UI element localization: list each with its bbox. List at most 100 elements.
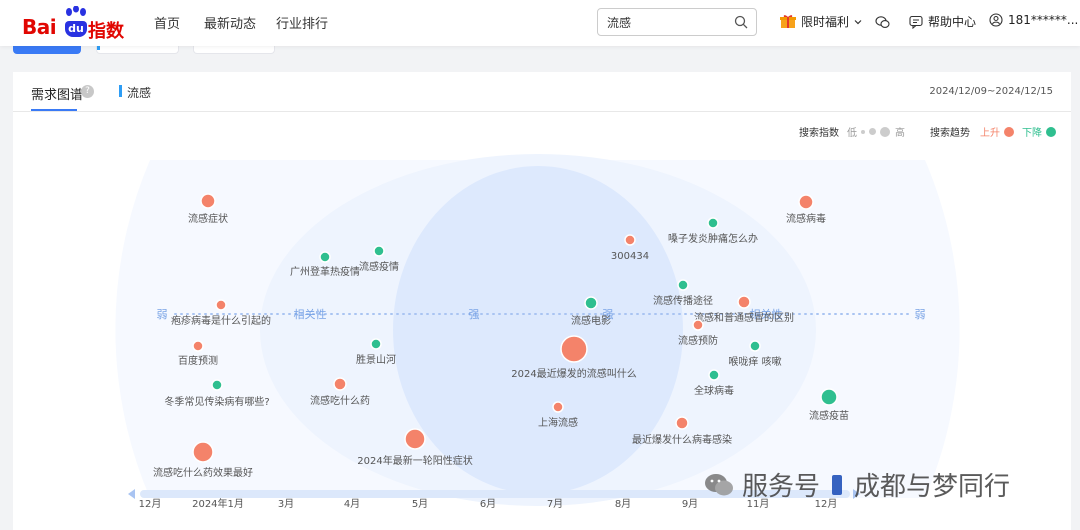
timeline-left-handle[interactable]	[128, 489, 135, 499]
node-label[interactable]: 疱疹病毒是什么引起的	[171, 314, 271, 327]
node-bubble-up[interactable]	[215, 299, 227, 311]
node-label[interactable]: 2024年最新一轮阳性症状	[357, 454, 472, 467]
node-bubble-down[interactable]	[211, 379, 223, 391]
node-label[interactable]: 流感预防	[678, 334, 718, 347]
node-label[interactable]: 流感症状	[188, 212, 228, 225]
wechat-icon[interactable]	[875, 15, 890, 29]
node-bubble-down[interactable]	[370, 338, 382, 350]
keyword-node[interactable]: 流感疫苗	[809, 388, 849, 422]
node-bubble-up[interactable]	[560, 335, 588, 363]
help-question-icon[interactable]: ?	[81, 85, 94, 98]
node-bubble-up[interactable]	[675, 416, 689, 430]
node-bubble-up[interactable]	[200, 193, 216, 209]
node-label[interactable]: 胜景山河	[356, 354, 396, 366]
keyword-node[interactable]: 流感电影	[571, 296, 611, 327]
node-bubble-up[interactable]	[404, 428, 426, 450]
node-label[interactable]: 流感疫苗	[809, 409, 849, 422]
node-label[interactable]: 300434	[611, 251, 649, 262]
nav-latest-news[interactable]: 最新动态	[204, 17, 257, 32]
node-label[interactable]: 广州登革热疫情	[290, 265, 360, 278]
user-name: 181******...	[1008, 13, 1079, 27]
keyword-node[interactable]: 流感和普通感冒的区别	[694, 295, 794, 324]
node-label[interactable]: 百度预测	[178, 354, 218, 367]
baidu-index-logo[interactable]: Bai du 指数	[22, 6, 124, 42]
gift-icon	[780, 15, 796, 28]
node-bubble-down[interactable]	[373, 245, 385, 257]
node-bubble-up[interactable]	[192, 340, 204, 352]
keyword-node[interactable]: 最近爆发什么病毒感染	[632, 416, 732, 446]
search-icon[interactable]	[734, 15, 748, 29]
node-bubble-up[interactable]	[798, 194, 814, 210]
node-label[interactable]: 2024最近爆发的流感叫什么	[511, 367, 636, 380]
node-bubble-up[interactable]	[692, 319, 704, 331]
node-bubble-down[interactable]	[749, 340, 761, 352]
keyword-node[interactable]: 流感吃什么药	[310, 377, 370, 407]
timeline-track[interactable]	[140, 490, 850, 498]
active-tab-underline	[31, 109, 77, 111]
node-bubble-up[interactable]	[624, 234, 636, 246]
timeline-tick-label: 2024年1月	[192, 497, 244, 510]
search-input[interactable]	[607, 13, 727, 31]
keyword-node[interactable]: 全球病毒	[694, 369, 734, 397]
keyword-node[interactable]: 疱疹病毒是什么引起的	[171, 299, 271, 327]
keyword-node[interactable]: 广州登革热疫情	[290, 251, 360, 278]
node-bubble-down[interactable]	[677, 279, 689, 291]
node-bubble-up[interactable]	[333, 377, 347, 391]
keyword-node[interactable]: 流感症状	[188, 193, 228, 225]
node-label[interactable]: 上海流感	[538, 416, 578, 429]
index-low-label: 低	[847, 128, 857, 139]
node-bubble-down[interactable]	[820, 388, 838, 406]
node-label[interactable]: 嗓子发炎肿痛怎么办	[668, 232, 758, 245]
node-label[interactable]: 流感疫情	[359, 260, 399, 273]
help-center-link[interactable]: 帮助中心	[909, 13, 976, 30]
keyword-node[interactable]: 2024最近爆发的流感叫什么	[511, 335, 637, 380]
nav-home[interactable]: 首页	[154, 17, 181, 32]
node-bubble-down[interactable]	[708, 369, 720, 381]
card-header: 需求图谱 ? 流感 2024/12/09~2024/12/15	[13, 72, 1071, 112]
timeline-slider[interactable]: 12月 2024年1月 3月 4月 5月 6月 7月 8月 9月 11月 12月	[128, 489, 860, 510]
timeline-right-handle[interactable]	[853, 489, 860, 499]
user-account-menu[interactable]: 181******...	[989, 13, 1078, 27]
nav-industry-ranking[interactable]: 行业排行	[276, 17, 329, 32]
watermark-left-text: 服务号	[742, 472, 821, 502]
node-bubble-up[interactable]	[192, 441, 214, 463]
node-bubble-up[interactable]	[552, 401, 564, 413]
node-bubble-down[interactable]	[319, 251, 331, 263]
node-bubble-down[interactable]	[584, 296, 598, 310]
baidu-paw-icon	[66, 6, 86, 16]
keyword-node[interactable]: 流感吃什么药效果最好	[153, 441, 253, 479]
node-bubble-up[interactable]	[737, 295, 751, 309]
node-label[interactable]: 流感传播途径	[653, 294, 713, 307]
node-label[interactable]: 流感吃什么药效果最好	[153, 466, 253, 479]
node-label[interactable]: 喉咙痒 咳嗽	[728, 355, 781, 368]
tab-demand-graph[interactable]: 需求图谱	[31, 88, 84, 103]
watermark-separator	[832, 474, 843, 495]
node-label[interactable]: 流感和普通感冒的区别	[694, 311, 794, 324]
keyword-node[interactable]: 流感病毒	[786, 194, 826, 225]
node-bubble-down[interactable]	[707, 217, 719, 229]
promo-menu[interactable]: 限时福利	[780, 13, 868, 30]
promo-label: 限时福利	[801, 15, 850, 29]
keyword-node[interactable]: 百度预测	[178, 340, 218, 367]
keyword-node[interactable]: 冬季常见传染病有哪些?	[164, 379, 270, 408]
keyword-node[interactable]: 嗓子发炎肿痛怎么办	[668, 217, 758, 245]
wechat-watermark: 服务号 成都与梦同行	[704, 466, 1010, 503]
keyword-node[interactable]: 2024年最新一轮阳性症状	[357, 428, 473, 467]
node-label[interactable]: 流感病毒	[786, 212, 826, 225]
node-label[interactable]: 流感电影	[571, 314, 611, 327]
keyword-node[interactable]: 流感传播途径	[653, 279, 713, 307]
keyword-node[interactable]: 流感疫情	[359, 245, 399, 273]
node-label[interactable]: 流感吃什么药	[310, 394, 370, 407]
date-range[interactable]: 2024/12/09~2024/12/15	[929, 86, 1053, 97]
node-label[interactable]: 冬季常见传染病有哪些?	[164, 395, 269, 408]
keyword-node[interactable]: 胜景山河	[356, 338, 396, 366]
keyword-node[interactable]: 300434	[611, 234, 649, 262]
node-label[interactable]: 全球病毒	[694, 384, 734, 397]
timeline-tick-label: 12月	[815, 498, 838, 510]
keyword-node[interactable]: 喉咙痒 咳嗽	[728, 340, 782, 368]
keyword-node[interactable]: 流感预防	[678, 319, 718, 347]
index-legend-label: 搜索指数	[799, 128, 839, 139]
node-label[interactable]: 最近爆发什么病毒感染	[632, 433, 732, 446]
keyword-node[interactable]: 上海流感	[538, 401, 578, 429]
timeline-tick-label: 8月	[615, 498, 631, 510]
